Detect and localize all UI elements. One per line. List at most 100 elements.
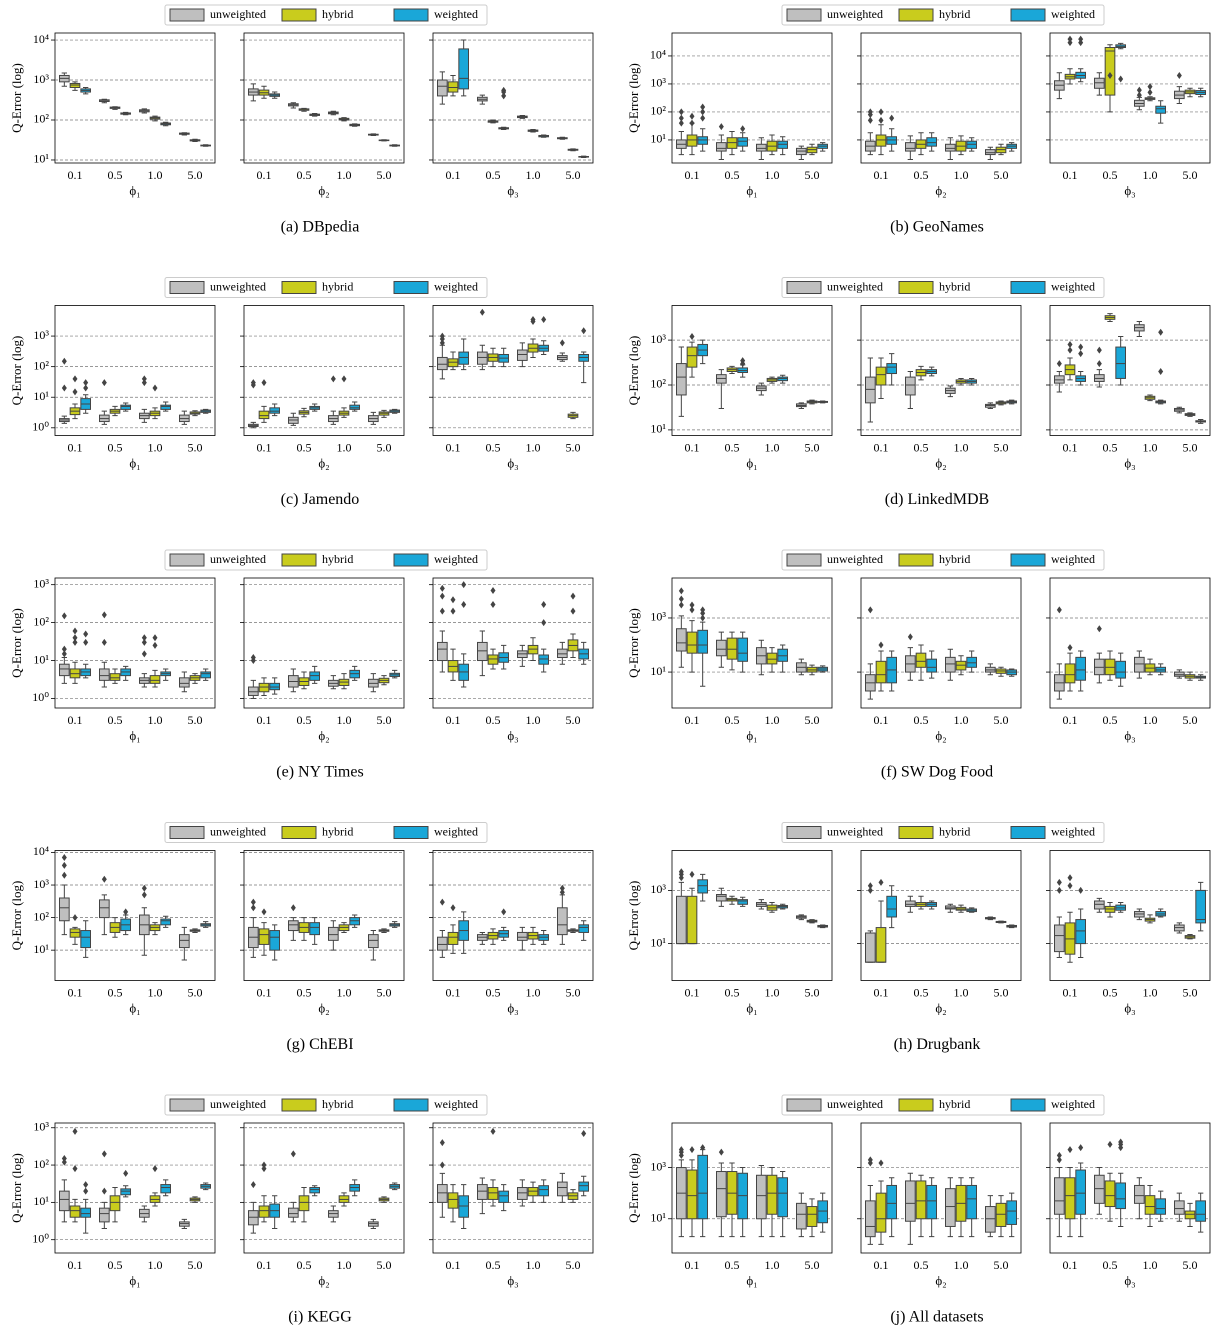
whisker xyxy=(101,680,107,688)
outlier xyxy=(1107,1140,1113,1148)
box xyxy=(817,1200,828,1224)
outlier xyxy=(678,601,684,609)
x-axis-label: ϕ₁ xyxy=(129,728,140,743)
panel-frame xyxy=(54,577,216,709)
x-tick-label: 0.5 xyxy=(297,168,312,182)
whisker xyxy=(261,85,267,91)
x-tick-label: 1.0 xyxy=(337,168,352,182)
x-axis-label: ϕ₁ xyxy=(129,1000,140,1015)
box xyxy=(258,682,270,693)
outlier xyxy=(878,116,884,124)
box xyxy=(945,656,956,673)
whisker xyxy=(581,932,587,941)
x-tick-label: 5.0 xyxy=(1183,1258,1198,1272)
whisker xyxy=(678,1159,684,1168)
x-tick-label: 0.1 xyxy=(1063,1258,1078,1272)
y-tick-label: 10⁴ xyxy=(33,32,49,46)
outlier xyxy=(330,375,336,383)
x-tick-label: 0.5 xyxy=(725,985,740,999)
panel-frame xyxy=(432,1122,594,1254)
whisker xyxy=(758,663,764,676)
outlier xyxy=(479,308,485,316)
y-tick-label: 10¹ xyxy=(33,942,49,956)
whisker xyxy=(947,672,953,681)
whisker xyxy=(1067,682,1073,692)
box xyxy=(309,671,321,681)
x-axis-label: ϕ₁ xyxy=(129,183,140,198)
whisker xyxy=(889,128,895,137)
whisker xyxy=(450,944,456,954)
whisker xyxy=(479,1177,485,1185)
whisker xyxy=(123,675,129,681)
x-tick-label: 0.1 xyxy=(68,985,83,999)
whisker xyxy=(718,887,724,895)
legend-swatch xyxy=(393,553,429,567)
whisker xyxy=(61,675,67,684)
y-axis-label: Q-Error (log) xyxy=(9,336,24,406)
whisker xyxy=(152,683,158,688)
outlier xyxy=(559,339,565,347)
x-tick-label: 1.0 xyxy=(526,985,541,999)
outlier xyxy=(61,357,67,365)
x-tick-label: 0.5 xyxy=(914,440,929,454)
box xyxy=(886,363,897,375)
outlier xyxy=(61,650,67,658)
whisker xyxy=(370,930,376,935)
whisker xyxy=(530,653,536,662)
box xyxy=(59,1190,70,1212)
outlier xyxy=(439,1139,445,1147)
box xyxy=(686,631,698,654)
whisker xyxy=(1096,652,1102,660)
whisker xyxy=(519,342,525,351)
x-tick-label: 0.1 xyxy=(446,1258,461,1272)
whisker xyxy=(450,1184,456,1193)
x-tick-label: 0.5 xyxy=(914,168,929,182)
whisker xyxy=(530,926,536,933)
x-tick-label: 0.1 xyxy=(874,1258,889,1272)
whisker xyxy=(700,144,706,152)
outlier xyxy=(83,630,89,638)
box xyxy=(926,137,937,147)
whisker xyxy=(83,394,89,399)
whisker xyxy=(312,917,318,923)
x-tick-label: 1.0 xyxy=(765,440,780,454)
whisker xyxy=(987,663,993,668)
legend-swatch xyxy=(393,281,429,294)
subfigure: Q-Error (log) 10¹ 10² 10³ 10⁴ 0.1 0.5 1.0 5.0 ϕ₁ 0… xyxy=(9,4,594,236)
box xyxy=(676,895,687,945)
x-tick-label: 5.0 xyxy=(994,1258,1009,1272)
legend-label: weighted xyxy=(1051,279,1095,293)
whisker xyxy=(330,940,336,951)
box xyxy=(796,1202,807,1230)
x-tick-label: 5.0 xyxy=(566,440,581,454)
legend-swatch xyxy=(786,1098,822,1112)
whisker xyxy=(1107,912,1113,918)
x-tick-label: 0.5 xyxy=(1103,713,1118,727)
whisker xyxy=(501,937,507,941)
x-axis-label: ϕ₂ xyxy=(318,455,329,470)
whisker xyxy=(907,151,913,161)
whisker xyxy=(958,669,964,676)
whisker xyxy=(1158,1190,1164,1199)
box xyxy=(578,924,589,933)
box xyxy=(458,48,470,90)
x-axis-label: ϕ₁ xyxy=(746,183,757,198)
caption: (i) KEGG xyxy=(288,1309,352,1326)
whisker xyxy=(152,1202,158,1207)
whisker xyxy=(689,887,695,897)
outlier xyxy=(1067,346,1073,354)
x-tick-label: 0.5 xyxy=(108,985,123,999)
whisker xyxy=(867,663,873,675)
outlier xyxy=(678,587,684,595)
x-tick-label: 1.0 xyxy=(954,713,969,727)
outlier xyxy=(1078,886,1084,894)
box xyxy=(248,686,259,696)
box xyxy=(875,134,887,147)
x-tick-label: 0.1 xyxy=(685,168,700,182)
box xyxy=(349,404,361,410)
whisker xyxy=(501,1184,507,1192)
whisker xyxy=(689,146,695,156)
outlier xyxy=(83,379,89,387)
y-axis-label: Q-Error (log) xyxy=(626,336,641,406)
whisker xyxy=(1147,1214,1153,1227)
